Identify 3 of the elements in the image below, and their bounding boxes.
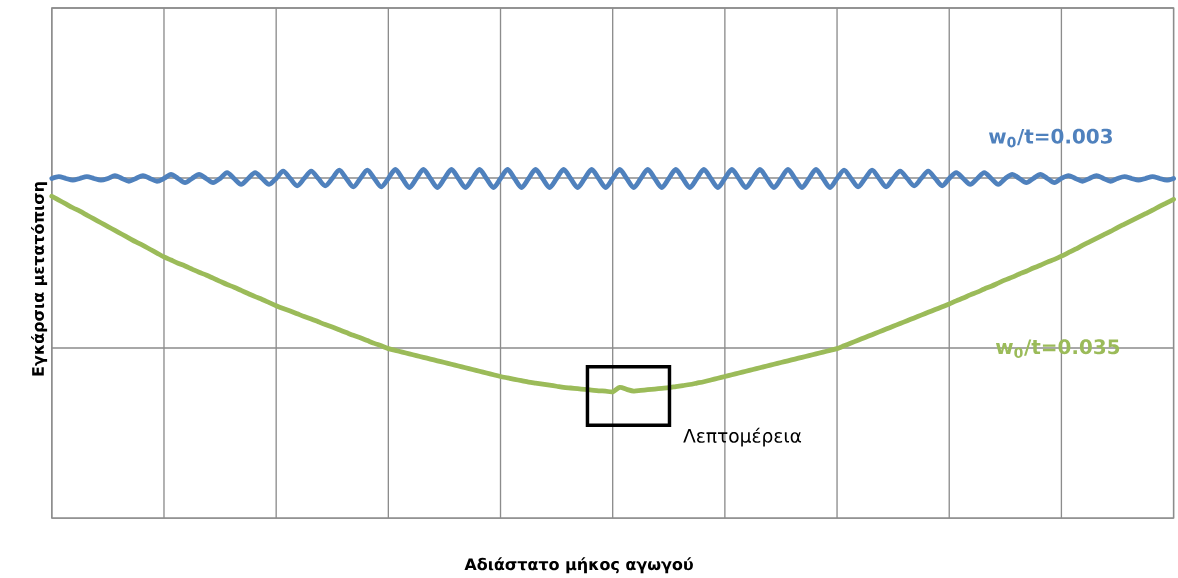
x-axis-title: Αδιάστατο μήκος αγωγού bbox=[464, 557, 693, 574]
y-axis-title: Εγκάρσια μετατόπιση bbox=[31, 182, 48, 376]
annotation: Λεπτομέρεια bbox=[683, 427, 802, 447]
